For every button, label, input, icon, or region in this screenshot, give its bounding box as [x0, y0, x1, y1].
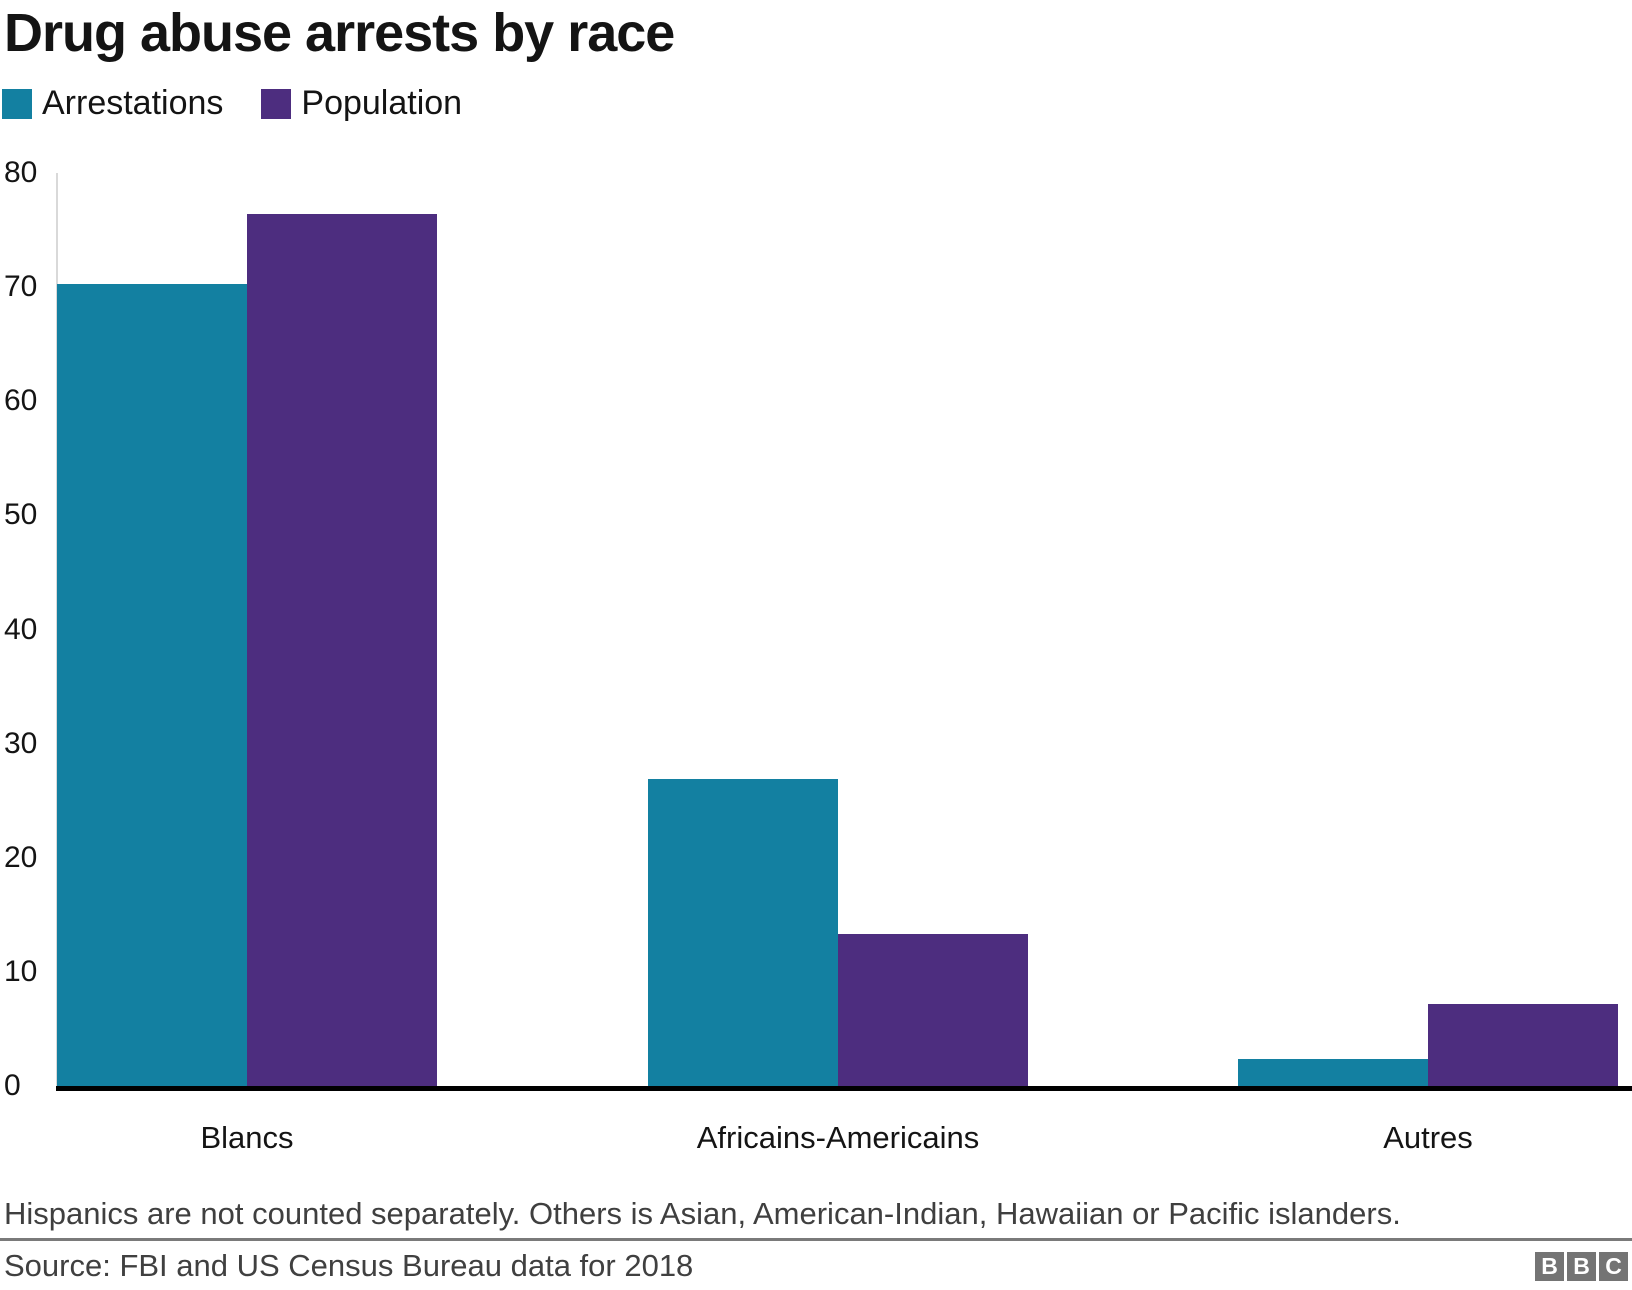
bar-population-africains-americains: [838, 934, 1028, 1086]
bar-arrestations-autres: [1238, 1059, 1428, 1086]
chart-legend: Arrestations Population: [2, 84, 500, 123]
x-axis-category-label: Blancs: [200, 1120, 294, 1155]
x-axis-line: [56, 1086, 1632, 1091]
x-axis-category-label: Africains-Americains: [696, 1120, 980, 1155]
legend-label: Population: [301, 84, 463, 122]
y-axis-tick-label: 20: [4, 840, 38, 874]
bbc-logo-block: B: [1567, 1252, 1596, 1281]
bar-population-autres: [1428, 1004, 1618, 1086]
bar-arrestations-blancs: [57, 284, 247, 1086]
y-axis-tick-label: 10: [4, 954, 38, 988]
bar-arrestations-africains-americains: [648, 779, 838, 1086]
chart-title: Drug abuse arrests by race: [4, 3, 675, 63]
legend-swatch-icon: [261, 88, 292, 119]
legend-item: Arrestations: [2, 84, 223, 123]
y-axis-tick-label: 70: [4, 270, 38, 304]
legend-label: Arrestations: [42, 84, 224, 122]
y-axis-tick-label: 40: [4, 612, 38, 646]
footer-divider: [0, 1238, 1632, 1241]
y-axis-tick-label: 80: [4, 156, 38, 189]
y-axis-tick-label: 30: [4, 726, 38, 760]
x-axis-category-label: Autres: [1383, 1120, 1473, 1155]
chart-footnote: Hispanics are not counted separately. Ot…: [4, 1196, 1401, 1231]
legend-swatch-icon: [2, 88, 32, 119]
y-axis-tick-label: 50: [4, 498, 38, 532]
y-axis-tick-label: 60: [4, 384, 38, 418]
bbc-logo-block: B: [1535, 1252, 1564, 1281]
source-attribution: Source: FBI and US Census Bureau data fo…: [4, 1248, 694, 1283]
bar-population-blancs: [247, 214, 437, 1086]
legend-item: Population: [261, 84, 462, 123]
y-axis-tick-label: 0: [4, 1069, 21, 1102]
bbc-logo-block: C: [1599, 1252, 1628, 1281]
